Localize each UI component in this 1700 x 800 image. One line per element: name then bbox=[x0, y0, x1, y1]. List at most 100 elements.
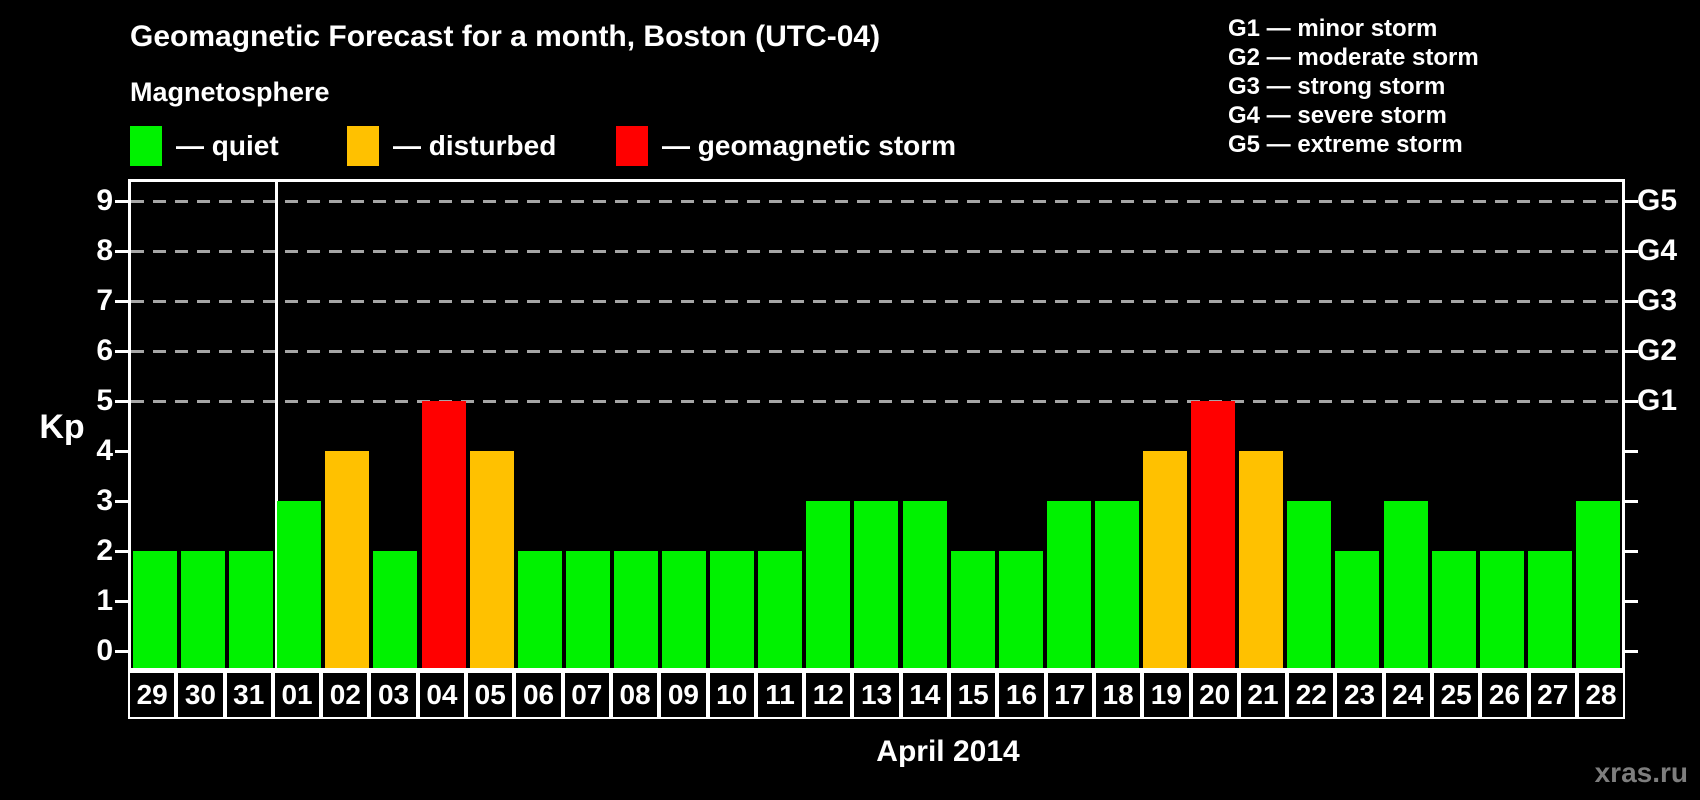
day-label-cell-17: 17 bbox=[1045, 671, 1094, 719]
kp-bar-day-06 bbox=[518, 551, 562, 668]
kp-bar-day-14 bbox=[903, 501, 947, 668]
gridline-kp7 bbox=[131, 300, 1622, 303]
legend-swatch-quiet bbox=[130, 126, 162, 166]
day-label-cell-26: 26 bbox=[1480, 671, 1529, 719]
day-label-cell-03: 03 bbox=[369, 671, 418, 719]
g-legend-line: G5 — extreme storm bbox=[1228, 131, 1463, 158]
legend-item-storm: — geomagnetic storm bbox=[616, 126, 956, 166]
y-axis-tick-right-7 bbox=[1625, 300, 1638, 303]
kp-bar-day-05 bbox=[470, 451, 514, 668]
day-label-cell-25: 25 bbox=[1432, 671, 1481, 719]
kp-bar-day-02 bbox=[325, 451, 369, 668]
kp-bar-day-26 bbox=[1480, 551, 1524, 668]
day-label-cell-06: 06 bbox=[514, 671, 563, 719]
y-axis-tick-right-3 bbox=[1625, 500, 1638, 503]
month-separator-line bbox=[275, 182, 278, 668]
kp-bar-day-15 bbox=[951, 551, 995, 668]
day-label-cell-21: 21 bbox=[1238, 671, 1288, 719]
g-legend-line: G2 — moderate storm bbox=[1228, 44, 1479, 71]
day-label-cell-18: 18 bbox=[1093, 671, 1143, 719]
kp-bar-day-24 bbox=[1384, 501, 1428, 668]
day-label-cell-27: 27 bbox=[1528, 671, 1577, 719]
day-label-cell-12: 12 bbox=[804, 671, 853, 719]
kp-bar-day-22 bbox=[1287, 501, 1331, 668]
g-scale-label-g2: G2 bbox=[1637, 334, 1678, 367]
kp-bar-day-31 bbox=[229, 551, 273, 668]
kp-bar-day-04 bbox=[422, 401, 466, 668]
kp-bar-day-01 bbox=[277, 501, 321, 668]
day-label-cell-14: 14 bbox=[900, 671, 950, 719]
day-label-cell-30: 30 bbox=[176, 671, 225, 719]
y-axis-tick-left-5 bbox=[115, 400, 128, 403]
day-label-row: 29 30 31 01 02 03 04 05 06 07 08 09 10 11 12 13 14 15 16 17… bbox=[128, 671, 1626, 719]
kp-bar-day-19 bbox=[1143, 451, 1187, 668]
day-label-cell-20: 20 bbox=[1190, 671, 1239, 719]
day-label-cell-09: 09 bbox=[659, 671, 708, 719]
y-tick-label-8: 8 bbox=[96, 234, 113, 267]
day-label-cell-08: 08 bbox=[610, 671, 660, 719]
legend-item-disturbed: — disturbed bbox=[347, 126, 556, 166]
day-label-cell-01: 01 bbox=[272, 671, 322, 719]
y-tick-label-6: 6 bbox=[96, 334, 113, 367]
kp-bar-day-07 bbox=[566, 551, 610, 668]
chart-title: Geomagnetic Forecast for a month, Boston… bbox=[130, 20, 881, 53]
kp-bar-day-17 bbox=[1047, 501, 1091, 668]
kp-bar-day-29 bbox=[133, 551, 177, 668]
legend-swatch-storm bbox=[616, 126, 648, 166]
y-axis-tick-left-7 bbox=[115, 300, 128, 303]
g-scale-label-g4: G4 bbox=[1637, 234, 1678, 267]
y-axis-tick-right-0 bbox=[1625, 650, 1638, 653]
y-axis-tick-left-6 bbox=[115, 350, 128, 353]
legend-label: — disturbed bbox=[393, 130, 557, 161]
y-axis-tick-left-4 bbox=[115, 450, 128, 453]
y-tick-label-1: 1 bbox=[96, 584, 113, 617]
y-tick-label-2: 2 bbox=[96, 534, 113, 567]
g-scale-label-g5: G5 bbox=[1637, 184, 1678, 217]
day-label-cell-28: 28 bbox=[1576, 671, 1626, 719]
kp-bar-day-20 bbox=[1191, 401, 1235, 668]
y-axis-tick-left-3 bbox=[115, 500, 128, 503]
y-axis-tick-left-1 bbox=[115, 600, 128, 603]
magnetosphere-subtitle: Magnetosphere bbox=[130, 77, 330, 107]
legend-label: — geomagnetic storm bbox=[662, 130, 957, 161]
kp-bar-day-21 bbox=[1239, 451, 1283, 668]
day-label-cell-13: 13 bbox=[852, 671, 901, 719]
y-axis-tick-right-8 bbox=[1625, 250, 1638, 253]
kp-bar-day-18 bbox=[1095, 501, 1139, 668]
kp-bar-day-10 bbox=[710, 551, 754, 668]
day-label-cell-22: 22 bbox=[1287, 671, 1336, 719]
y-axis-tick-right-9 bbox=[1625, 200, 1638, 203]
y-tick-label-3: 3 bbox=[96, 484, 113, 517]
day-label-cell-16: 16 bbox=[997, 671, 1046, 719]
y-tick-label-0: 0 bbox=[96, 634, 113, 667]
grid-layer bbox=[131, 182, 1622, 668]
legend-label: — quiet bbox=[176, 130, 279, 161]
y-axis-label: Kp bbox=[39, 408, 85, 446]
day-label-cell-11: 11 bbox=[755, 671, 805, 719]
g-legend-line: G4 — severe storm bbox=[1228, 102, 1447, 129]
gridline-kp6 bbox=[131, 350, 1622, 353]
y-axis-tick-left-0 bbox=[115, 650, 128, 653]
kp-bar-day-08 bbox=[614, 551, 658, 668]
kp-bar-day-11 bbox=[758, 551, 802, 668]
plot-area bbox=[115, 179, 1638, 671]
y-axis-tick-left-8 bbox=[115, 250, 128, 253]
kp-bar-day-30 bbox=[181, 551, 225, 668]
kp-bar-day-13 bbox=[854, 501, 898, 668]
day-label-cell-04: 04 bbox=[417, 671, 467, 719]
y-tick-label-5: 5 bbox=[96, 384, 113, 417]
y-tick-label-7: 7 bbox=[96, 284, 113, 317]
kp-bar-day-28 bbox=[1576, 501, 1620, 668]
day-label-cell-31: 31 bbox=[224, 671, 273, 719]
gridline-kp9 bbox=[131, 200, 1622, 203]
g-scale-legend: G1 — minor storm G2 — moderate storm G3 — … bbox=[1228, 14, 1479, 159]
watermark: xras.ru bbox=[1594, 757, 1688, 788]
kp-bar-day-03 bbox=[373, 551, 417, 668]
day-label-cell-29: 29 bbox=[128, 671, 177, 719]
ticks-layer bbox=[115, 182, 1638, 668]
g-scale-label-g3: G3 bbox=[1637, 284, 1678, 317]
day-label-cell-10: 10 bbox=[707, 671, 756, 719]
y-axis-tick-right-6 bbox=[1625, 350, 1638, 353]
y-tick-label-9: 9 bbox=[96, 184, 113, 217]
